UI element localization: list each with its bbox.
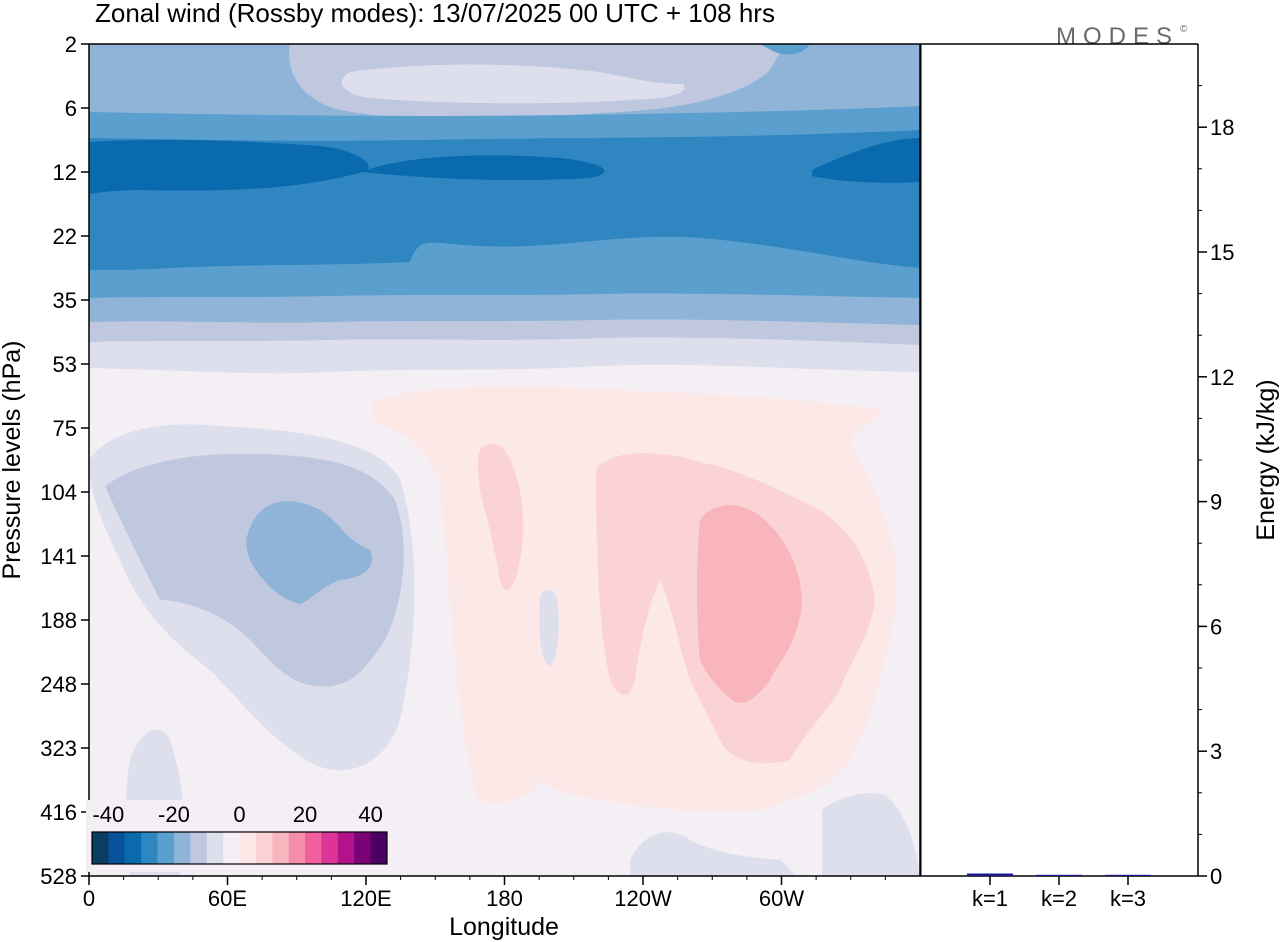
colorbar-swatch xyxy=(157,832,175,864)
colorbar-swatch xyxy=(190,832,208,864)
contour-fill-neg15-trop xyxy=(246,501,372,604)
y-tick-label: 22 xyxy=(53,224,77,249)
x-axis-label: Longitude xyxy=(449,913,559,941)
colorbar-swatch xyxy=(337,832,355,864)
contour-fill-neg5-small xyxy=(539,589,559,666)
colorbar-swatch xyxy=(206,832,224,864)
y-tick-label: 2 xyxy=(65,32,77,57)
energy-bar xyxy=(1105,874,1151,876)
energy-y-axis: 0 3 6 9 12 15 18 xyxy=(1198,85,1234,889)
x-axis-longitude: 0 60E 120E 180 120W 60W xyxy=(83,876,886,911)
contour-fill-neg30 xyxy=(89,139,369,194)
energy-tick-label: 18 xyxy=(1210,115,1234,140)
colorbar-tick-label: -20 xyxy=(158,802,190,827)
x-tick-label: 180 xyxy=(486,886,523,911)
colorbar-swatch xyxy=(255,832,273,864)
colorbar-tick-label: 0 xyxy=(233,802,245,827)
contour-fill-neg5-low-c xyxy=(630,832,795,876)
energy-tick-label: 15 xyxy=(1210,240,1234,265)
y-tick-label: 35 xyxy=(53,288,77,313)
energy-tick-label: 12 xyxy=(1210,365,1234,390)
y-tick-label: 528 xyxy=(40,864,77,889)
contour-fill-neg5-low-b xyxy=(822,793,920,876)
y-tick-label: 248 xyxy=(40,672,77,697)
colorbar-tick-label: 20 xyxy=(293,802,317,827)
colorbar-swatch xyxy=(223,832,240,864)
y-tick-label: 104 xyxy=(40,480,77,505)
energy-tick-label: 9 xyxy=(1210,490,1222,515)
energy-category-label: k=1 xyxy=(972,886,1008,911)
y-tick-label: 12 xyxy=(53,160,77,185)
contour-fill-neg10-trop xyxy=(105,453,404,687)
x-tick-label: 0 xyxy=(83,886,95,911)
y-tick-label: 75 xyxy=(53,416,77,441)
contour-fill-neg25-blob xyxy=(760,44,810,55)
colorbar-tick-label: -40 xyxy=(92,802,124,827)
contour-fill-neg30-b xyxy=(362,155,605,180)
y-axis-label: Pressure levels (hPa) xyxy=(0,341,26,580)
y-tick-label: 188 xyxy=(40,608,77,633)
energy-bars: k=1 k=2 k=3 xyxy=(967,873,1151,911)
energy-bar xyxy=(1036,874,1082,876)
contour-fill-neg10-upper xyxy=(300,45,720,85)
x-tick-label: 60W xyxy=(759,886,804,911)
energy-tick-label: 6 xyxy=(1210,614,1222,639)
colorbar-swatch xyxy=(272,832,290,864)
colorbar-swatch xyxy=(173,832,191,864)
contour-fill-neg30-c xyxy=(812,138,920,183)
energy-panel: 0 3 6 9 12 15 18 k=1 k=2 k=3 Energy (kJ/kg) xyxy=(920,43,1280,911)
colorbar-swatch xyxy=(239,832,257,864)
brand-copyright-mark: © xyxy=(1180,24,1188,35)
energy-category-label: k=3 xyxy=(1110,886,1146,911)
colorbar-swatch xyxy=(305,832,322,864)
y-tick-label: 323 xyxy=(40,736,77,761)
energy-tick-label: 0 xyxy=(1210,864,1222,889)
y-tick-label: 53 xyxy=(53,352,77,377)
x-tick-label: 120E xyxy=(340,886,391,911)
colorbar-swatch xyxy=(288,832,306,864)
y-axis-pressure: 2 6 12 22 35 53 75 104 141 188 248 323 416 528 xyxy=(40,32,89,889)
y-tick-label: 6 xyxy=(65,96,77,121)
colorbar-swatch xyxy=(354,832,372,864)
colorbar-tick-label: 40 xyxy=(358,802,382,827)
colorbar-swatch xyxy=(321,832,339,864)
chart-title: Zonal wind (Rossby modes): 13/07/2025 00… xyxy=(95,0,775,28)
y-tick-label: 416 xyxy=(40,800,77,825)
contour-fill-neg5-upper xyxy=(341,64,685,104)
wind-contours xyxy=(89,44,920,876)
energy-category-label: k=2 xyxy=(1041,886,1077,911)
cross-section-panel: 2 6 12 22 35 53 75 104 141 188 248 323 416 528 0 60E 12… xyxy=(0,32,922,941)
contour-fill-pos10 xyxy=(477,443,524,591)
contour-fill-pos15 xyxy=(697,505,802,703)
colorbar: -40 -20 0 20 40 xyxy=(86,800,391,872)
colorbar-swatch xyxy=(108,832,126,864)
brand-logo: MODES xyxy=(1056,23,1179,50)
energy-tick-label: 3 xyxy=(1210,739,1222,764)
colorbar-frame xyxy=(91,831,388,865)
x-tick-label: 120W xyxy=(614,886,672,911)
colorbar-swatch xyxy=(124,832,142,864)
y-tick-label: 141 xyxy=(40,544,77,569)
energy-axis-label: Energy (kJ/kg) xyxy=(1252,379,1280,540)
colorbar-swatch xyxy=(141,832,159,864)
colorbar-swatch xyxy=(92,832,109,864)
colorbar-swatch xyxy=(370,832,388,864)
energy-bar xyxy=(967,873,1013,876)
x-tick-label: 60E xyxy=(208,886,247,911)
